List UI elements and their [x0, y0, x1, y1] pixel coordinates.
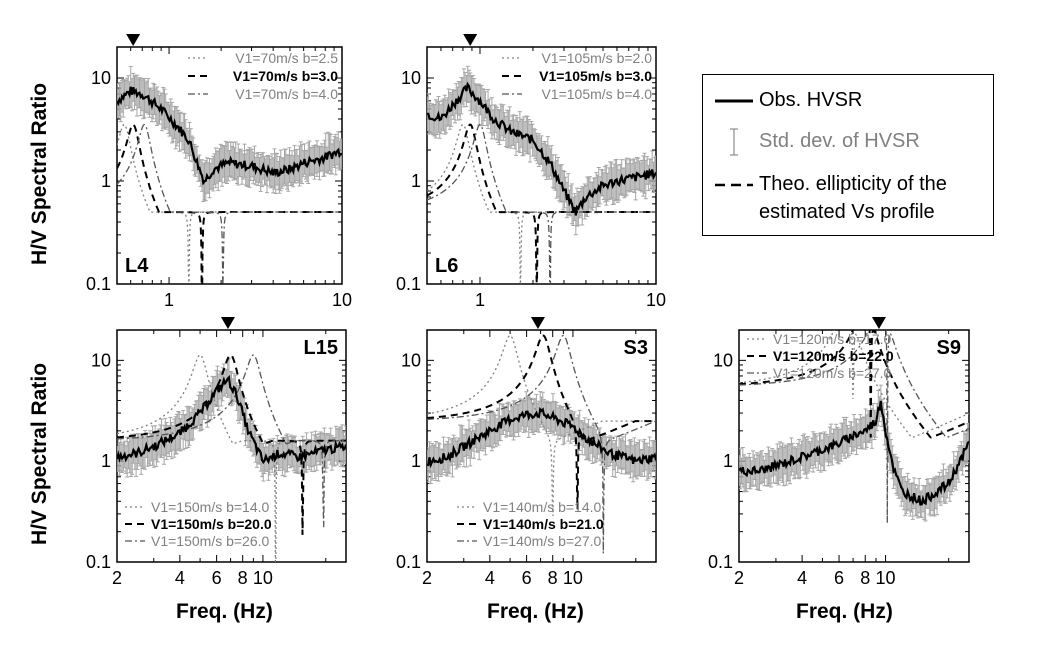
x-axis-label-s3: Freq. (Hz): [487, 600, 584, 623]
x-tick-label: 8: [238, 568, 248, 588]
obs-hvsr-line: [117, 374, 346, 465]
x-axis-label-l15: Freq. (Hz): [176, 600, 273, 623]
y-axis-label-top: H/V Spectral Ratio: [28, 82, 51, 266]
legend-label-std: Std. dev. of HVSR: [759, 130, 920, 152]
x-tick-label: 8: [860, 568, 870, 588]
theo-legend-label: V1=120m/s b=17.0: [773, 331, 892, 347]
legend-label-theo-1: Theo. ellipticity of the: [759, 173, 947, 195]
theo-curve: [117, 354, 346, 528]
theo-curve: [117, 123, 342, 284]
theo-curve: [739, 330, 969, 439]
x-axis-label-s9: Freq. (Hz): [796, 600, 893, 623]
x-tick-label: 10: [253, 568, 273, 588]
std-dev-bars: [117, 358, 346, 482]
y-tick-label: 10: [91, 68, 111, 88]
y-tick-label: 0.1: [86, 552, 111, 572]
x-tick-label: 4: [797, 568, 807, 588]
obs-hvsr-line: [739, 400, 969, 506]
theo-curve: [117, 354, 346, 562]
x-tick-label: 10: [646, 290, 666, 310]
theo-legend-label: V1=140m/s b=27.0: [483, 533, 602, 549]
x-tick-label: 10: [563, 568, 583, 588]
x-tick-label: 4: [175, 568, 185, 588]
theo-legend-label: V1=70m/s b=4.0: [235, 86, 338, 102]
peak-marker: [220, 317, 235, 329]
theo-curve: [117, 354, 346, 535]
peak-marker: [463, 34, 478, 46]
theo-curve: [427, 334, 656, 516]
y-tick-label: 10: [401, 350, 421, 370]
panel-name: S3: [624, 337, 648, 359]
legend-std-swatch: [730, 128, 738, 156]
obs-hvsr-line: [427, 81, 656, 216]
theo-legend-label: V1=105m/s b=4.0: [541, 86, 652, 102]
theo-curve: [739, 330, 969, 439]
theo-legend-label: V1=105m/s b=3.0: [539, 68, 652, 84]
y-tick-label: 0.1: [396, 552, 421, 572]
theo-curve: [427, 334, 656, 510]
x-tick-label: 8: [548, 568, 558, 588]
theo-legend-label: V1=140m/s b=21.0: [483, 516, 604, 532]
x-tick-label: 10: [332, 290, 352, 310]
y-tick-label: 0.1: [396, 274, 421, 294]
peak-marker: [530, 317, 545, 329]
peak-marker: [126, 34, 141, 46]
panel-name: L6: [435, 255, 458, 277]
theo-legend-label: V1=120m/s b=27.0: [773, 365, 892, 381]
x-tick-label: 6: [522, 568, 532, 588]
theo-legend-label: V1=150m/s b=14.0: [151, 499, 270, 515]
theo-curve: [427, 123, 656, 284]
x-tick-label: 6: [834, 568, 844, 588]
y-tick-label: 0.1: [86, 274, 111, 294]
y-tick-label: 1: [411, 451, 421, 471]
theo-legend-label: V1=140m/s b=14.0: [483, 499, 602, 515]
y-axis-label-bottom: H/V Spectral Ratio: [28, 362, 51, 546]
x-tick-label: 4: [485, 568, 495, 588]
y-tick-label: 1: [723, 451, 733, 471]
x-tick-label: 10: [876, 568, 896, 588]
y-tick-label: 1: [101, 171, 111, 191]
std-dev-bars: [427, 391, 656, 485]
theo-legend-label: V1=70m/s b=2.5: [235, 50, 338, 66]
theo-curve: [427, 123, 656, 284]
panel-name: L4: [125, 255, 149, 277]
std-dev-bars: [117, 65, 342, 202]
x-tick-label: 2: [112, 568, 122, 588]
theo-legend-label: V1=120m/s b=22.0: [773, 348, 894, 364]
theo-legend-label: V1=150m/s b=26.0: [151, 533, 270, 549]
legend-label-obs: Obs. HVSR: [759, 89, 863, 111]
legend: Obs. HVSR Std. dev. of HVSR Theo. ellipt…: [702, 74, 994, 236]
theo-curve: [427, 334, 656, 554]
panel-l4: 1 10 0.1 1 10 L4 V1=70m/s b=2.5 V1=70m/s b=3.0 V…: [86, 34, 352, 310]
y-tick-label: 0.1: [708, 552, 733, 572]
y-tick-label: 10: [91, 350, 111, 370]
x-tick-label: 2: [422, 568, 432, 588]
y-tick-label: 10: [401, 68, 421, 88]
theo-legend-label: V1=70m/s b=3.0: [233, 68, 338, 84]
theo-curve: [739, 330, 969, 524]
panel-name: S9: [937, 337, 961, 359]
y-tick-label: 1: [411, 171, 421, 191]
panel-l6: 1 10 0.1 1 10 L6 V1=105m/s b=2.0 V1=105m/s b=3.…: [396, 34, 666, 310]
panel-name: L15: [304, 337, 338, 359]
std-dev-bars: [739, 384, 969, 522]
obs-hvsr-line: [117, 86, 342, 186]
theo-legend-label: V1=105m/s b=2.0: [541, 50, 652, 66]
x-tick-label: 1: [164, 290, 174, 310]
theo-legend-label: V1=150m/s b=20.0: [151, 516, 272, 532]
legend-swatches: [715, 99, 753, 187]
x-tick-label: 6: [212, 568, 222, 588]
y-tick-label: 1: [101, 451, 111, 471]
obs-hvsr-line: [427, 406, 656, 469]
x-tick-label: 2: [734, 568, 744, 588]
y-tick-label: 10: [713, 350, 733, 370]
peak-marker: [871, 317, 886, 329]
x-tick-label: 1: [475, 290, 485, 310]
legend-label-theo-2: estimated Vs profile: [759, 201, 935, 223]
theo-curve: [117, 123, 342, 284]
